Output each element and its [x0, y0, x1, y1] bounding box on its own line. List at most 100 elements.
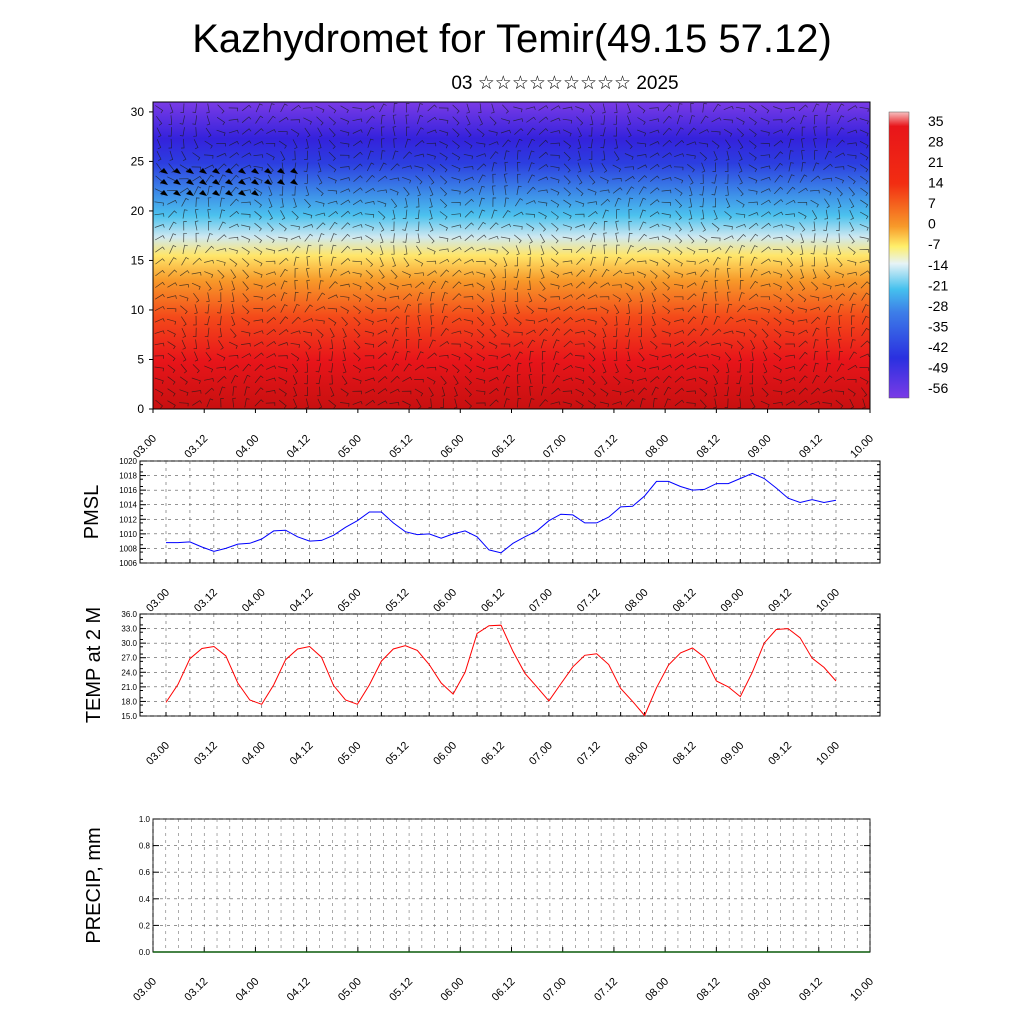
- wind-barb: [527, 339, 536, 349]
- wind-barb: [748, 140, 757, 149]
- wind-barb: [588, 375, 596, 386]
- wind-barb: [661, 330, 671, 337]
- wind-barb: [859, 106, 869, 112]
- wind-barb: [576, 174, 583, 185]
- wind-barb: [500, 343, 511, 348]
- wind-barb: [575, 318, 586, 323]
- wind-barb: [364, 318, 374, 326]
- wind-barb: [294, 291, 299, 302]
- wind-flag: [225, 168, 233, 174]
- wind-barb: [836, 233, 840, 243]
- wind-flag: [225, 179, 233, 185]
- wind-barb: [217, 104, 225, 114]
- wind-barb: [241, 235, 251, 243]
- wind-barb: [290, 224, 300, 230]
- wind-barb: [662, 258, 671, 267]
- wind-barb: [389, 177, 400, 182]
- wind-barb: [686, 141, 697, 146]
- wind-barb: [676, 115, 683, 125]
- wind-barb: [191, 377, 201, 384]
- wind-barb: [701, 315, 708, 325]
- temp2m-x-tick-label: 09.12: [766, 740, 794, 768]
- precip-y-axis-label: PRECIP, mm: [83, 827, 105, 943]
- wind-barb: [364, 355, 375, 359]
- wind-barb: [278, 140, 287, 149]
- wind-barb: [525, 329, 536, 335]
- wind-barb: [825, 138, 831, 148]
- wind-barb: [627, 103, 632, 114]
- wind-barb: [465, 115, 471, 126]
- wind-barb: [451, 213, 462, 217]
- wind-barb: [675, 210, 682, 220]
- wind-barb: [760, 154, 771, 158]
- wind-barb: [254, 222, 262, 232]
- wind-barb: [550, 401, 561, 405]
- wind-barb: [428, 280, 437, 290]
- wind-barb: [649, 354, 659, 361]
- wind-barb: [229, 258, 238, 267]
- wind-barb: [441, 386, 446, 397]
- wind-barb: [416, 292, 424, 302]
- temp2m-x-tick-label: 08.12: [671, 740, 699, 768]
- wind-barb: [550, 154, 560, 159]
- wind-barb: [700, 209, 705, 220]
- wind-barb: [649, 248, 659, 254]
- wind-barb: [203, 154, 214, 159]
- wind-barb: [242, 269, 250, 279]
- wind-barb: [525, 106, 536, 110]
- wind-barb: [859, 211, 869, 220]
- wind-barb: [502, 104, 509, 114]
- wind-barb: [231, 280, 236, 291]
- wind-barb: [502, 316, 509, 327]
- wind-barb: [588, 138, 593, 149]
- wind-barb: [230, 328, 237, 338]
- wind-barb: [315, 374, 321, 385]
- wind-barb: [414, 153, 425, 158]
- wind-barb: [826, 126, 830, 137]
- wind-barb: [772, 260, 783, 266]
- wind-barb: [651, 292, 657, 303]
- wind-barb: [575, 106, 585, 113]
- wind-barb: [649, 259, 659, 267]
- wind-barb: [439, 129, 449, 137]
- wind-barb: [389, 388, 400, 394]
- wind-barb: [785, 354, 795, 359]
- wind-barb: [748, 152, 757, 161]
- wind-barb: [638, 186, 647, 195]
- wind-barb: [317, 398, 323, 409]
- wind-barb: [798, 293, 807, 303]
- wind-barb: [253, 141, 264, 146]
- wind-barb: [861, 327, 870, 337]
- wind-barb: [303, 117, 312, 125]
- wind-barb: [626, 292, 632, 303]
- wind-flag: [186, 168, 194, 174]
- wind-barb: [639, 292, 644, 303]
- wind-barb: [577, 139, 582, 149]
- wind-barb: [812, 268, 817, 279]
- wind-barb: [304, 127, 311, 138]
- wind-barb: [823, 163, 833, 171]
- precip-x-tick-label: 07.12: [592, 976, 620, 1004]
- wind-barb: [603, 256, 609, 266]
- wind-barb: [266, 365, 277, 370]
- wind-barb: [750, 268, 758, 278]
- wind-barb: [476, 390, 486, 395]
- wind-barb: [860, 187, 869, 196]
- wind-barb: [218, 174, 226, 183]
- wind-barb: [352, 248, 362, 253]
- pmsl-x-tick-label: 05.12: [383, 587, 411, 615]
- wind-barb: [244, 386, 250, 396]
- wind-barb: [516, 161, 521, 172]
- wind-barb: [488, 354, 498, 360]
- wind-barb: [439, 199, 448, 209]
- wind-barb: [451, 258, 462, 265]
- wind-barb: [637, 117, 646, 125]
- wind-flag: [212, 190, 220, 196]
- wind-flag: [264, 179, 272, 185]
- wind-barb: [504, 161, 509, 172]
- wind-barb: [713, 315, 721, 325]
- wind-barb: [291, 186, 296, 196]
- wind-barb: [502, 210, 511, 219]
- wind-barb: [328, 281, 338, 289]
- wind-barb: [711, 130, 721, 136]
